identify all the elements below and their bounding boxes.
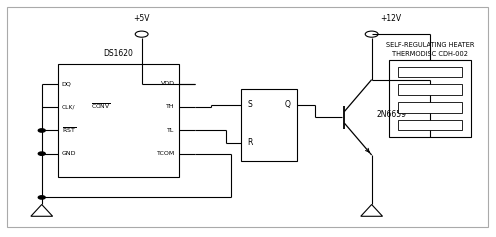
Text: +12V: +12V: [380, 14, 402, 23]
Bar: [398, 67, 462, 77]
Text: R: R: [248, 138, 253, 147]
Text: CLK/: CLK/: [62, 104, 75, 109]
Text: VDD: VDD: [161, 81, 175, 86]
Text: $\overline{\mathregular{CONV}}$: $\overline{\mathregular{CONV}}$: [91, 102, 111, 111]
Polygon shape: [361, 205, 382, 216]
Polygon shape: [31, 205, 53, 216]
Text: S: S: [248, 100, 252, 109]
Circle shape: [38, 129, 45, 132]
Text: Q: Q: [285, 100, 291, 109]
Text: +5V: +5V: [133, 14, 150, 23]
Text: DQ: DQ: [62, 81, 71, 86]
Text: SELF-REGULATING HEATER: SELF-REGULATING HEATER: [385, 42, 474, 48]
Circle shape: [38, 152, 45, 155]
Text: GND: GND: [62, 151, 76, 156]
Bar: [398, 102, 462, 113]
Bar: [398, 120, 462, 130]
Text: DS1620: DS1620: [103, 49, 133, 58]
Text: THERMODISC CDH-002: THERMODISC CDH-002: [392, 51, 468, 57]
Bar: [398, 84, 462, 95]
Circle shape: [38, 196, 45, 199]
Text: TH: TH: [166, 104, 175, 109]
Bar: [389, 59, 471, 137]
Text: $\overline{\mathregular{RST}}$: $\overline{\mathregular{RST}}$: [62, 126, 76, 135]
Bar: [58, 64, 179, 178]
Text: TCOM: TCOM: [157, 151, 175, 156]
Bar: [241, 89, 298, 161]
Text: TL: TL: [168, 128, 175, 133]
Text: 2N6659: 2N6659: [376, 110, 407, 119]
